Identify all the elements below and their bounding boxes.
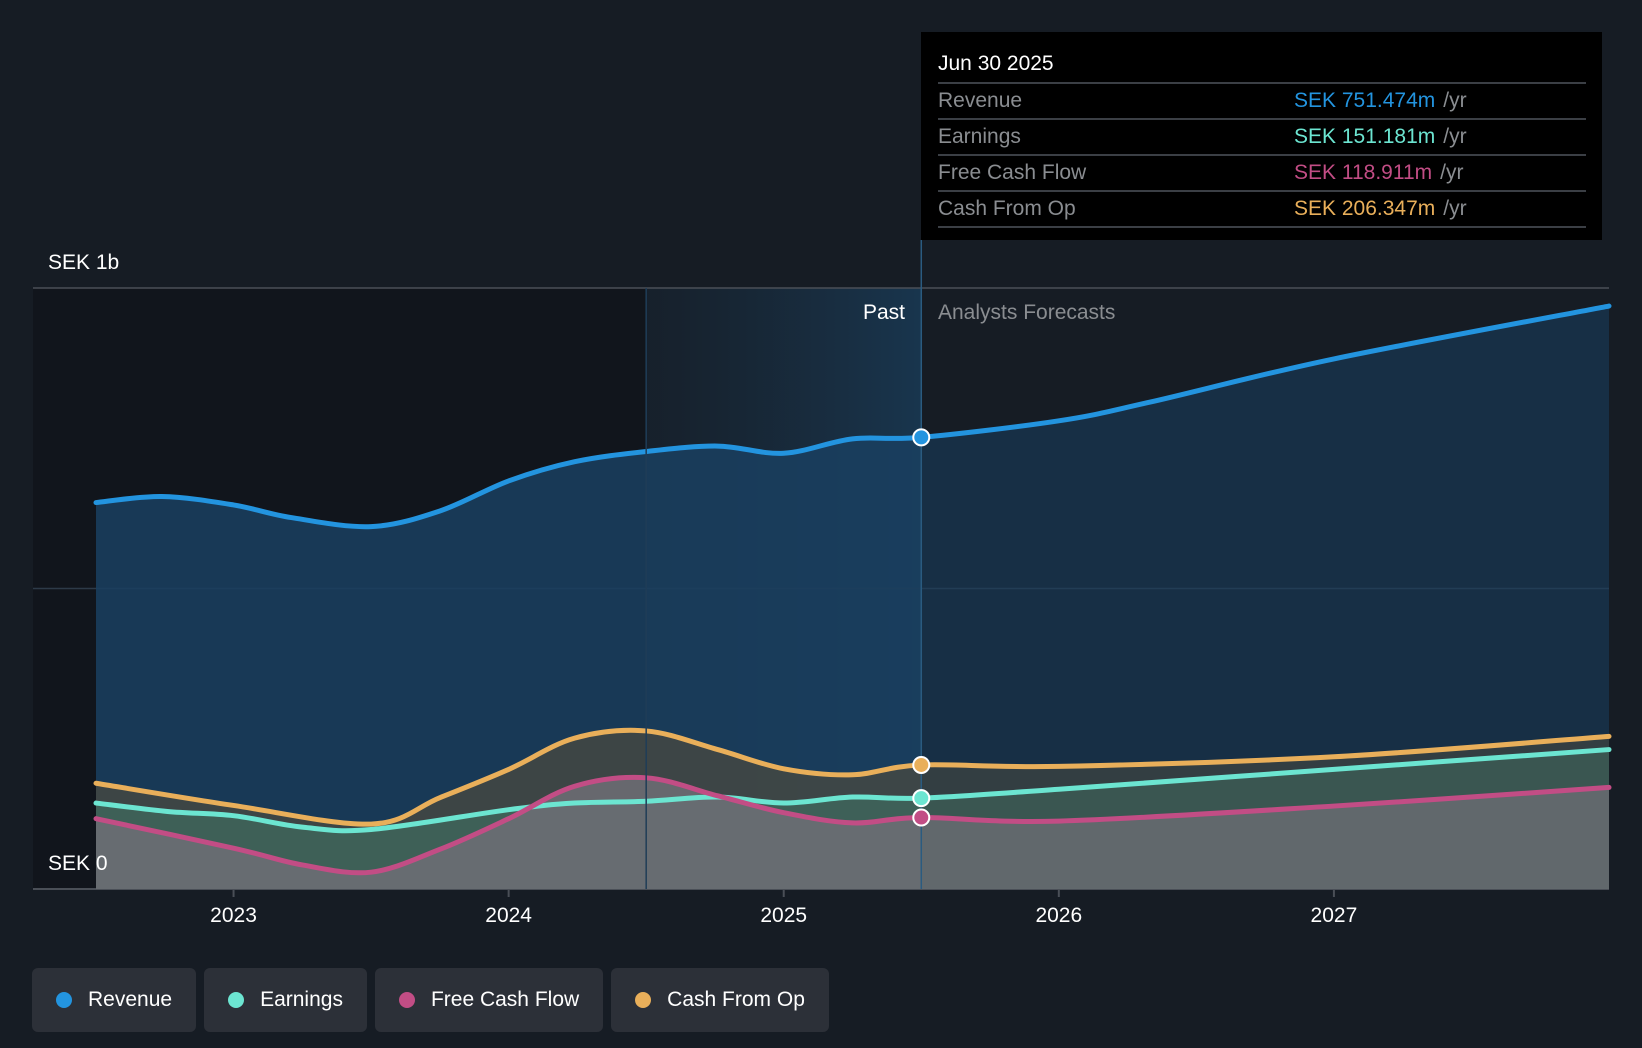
tooltip-unit: /yr	[1443, 89, 1467, 112]
forecast-label: Analysts Forecasts	[938, 301, 1116, 324]
tooltip-value: SEK 751.474m	[1294, 89, 1436, 112]
legend-label: Cash From Op	[667, 988, 805, 1011]
legend-item-revenue[interactable]: Revenue	[32, 968, 197, 1032]
free-cash-flow-marker	[912, 808, 931, 827]
tooltip-row-free-cash-flow: Free Cash Flow SEK 118.911m /yr	[938, 156, 1586, 192]
revenue-marker	[912, 428, 931, 447]
y-axis-label-top: SEK 1b	[48, 251, 120, 274]
tooltip-label: Cash From Op	[938, 197, 1076, 220]
x-tick-label: 2025	[760, 904, 807, 927]
tooltip-row-cash-from-op: Cash From Op SEK 206.347m /yr	[938, 192, 1586, 228]
x-tick-label: 2024	[485, 904, 532, 927]
legend-dot-icon	[56, 992, 72, 1008]
y-axis-label-zero: SEK 0	[48, 852, 108, 875]
x-tick-label: 2026	[1035, 904, 1082, 927]
free-cash-flow-area-forecast	[921, 787, 1609, 889]
free-cash-flow-area-past	[96, 777, 922, 889]
x-axis: 2023 2024 2025 2026 2027	[210, 889, 1357, 927]
tooltip: Jun 30 2025 Revenue SEK 751.474m /yr Ear…	[921, 32, 1602, 240]
series-lines	[93, 303, 1612, 876]
series-markers	[912, 428, 931, 827]
tooltip-label: Revenue	[938, 89, 1023, 112]
legend: Revenue Earnings Free Cash Flow Cash Fro…	[32, 968, 829, 1032]
tooltip-value: SEK 151.181m	[1294, 125, 1436, 148]
legend-dot-icon	[398, 992, 415, 1008]
tooltip-date: Jun 30 2025	[938, 46, 1586, 84]
legend-label: Free Cash Flow	[430, 988, 580, 1011]
legend-dot-icon	[228, 992, 245, 1008]
earnings-line	[93, 747, 1612, 834]
x-tick-label: 2023	[210, 904, 257, 927]
tooltip-unit: /yr	[1443, 125, 1467, 148]
tooltip-row-earnings: Earnings SEK 151.181m /yr	[938, 120, 1586, 156]
tooltip-value: SEK 206.347m	[1294, 197, 1436, 220]
revenue-area-forecast	[921, 306, 1609, 889]
cash-from-op-marker	[912, 755, 931, 774]
tooltip-value: SEK 118.911m	[1294, 161, 1433, 184]
legend-dot-icon	[635, 992, 652, 1008]
tooltip-label: Earnings	[938, 125, 1021, 148]
earnings-marker	[912, 789, 931, 808]
legend-item-cash-from-op[interactable]: Cash From Op	[611, 968, 829, 1032]
cash-from-op-line	[93, 727, 1612, 827]
legend-item-free-cash-flow[interactable]: Free Cash Flow	[374, 968, 604, 1032]
legend-item-earnings[interactable]: Earnings	[204, 968, 367, 1032]
legend-label: Earnings	[260, 988, 343, 1011]
revenue-line	[93, 303, 1612, 530]
past-label: Past	[862, 301, 905, 324]
tooltip-unit: /yr	[1443, 197, 1467, 220]
free-cash-flow-line	[93, 774, 1612, 876]
tooltip-row-revenue: Revenue SEK 751.474m /yr	[938, 84, 1586, 120]
tooltip-label: Free Cash Flow	[938, 161, 1087, 184]
legend-label: Revenue	[88, 988, 173, 1011]
tooltip-unit: /yr	[1440, 161, 1464, 184]
x-tick-label: 2027	[1311, 904, 1358, 927]
